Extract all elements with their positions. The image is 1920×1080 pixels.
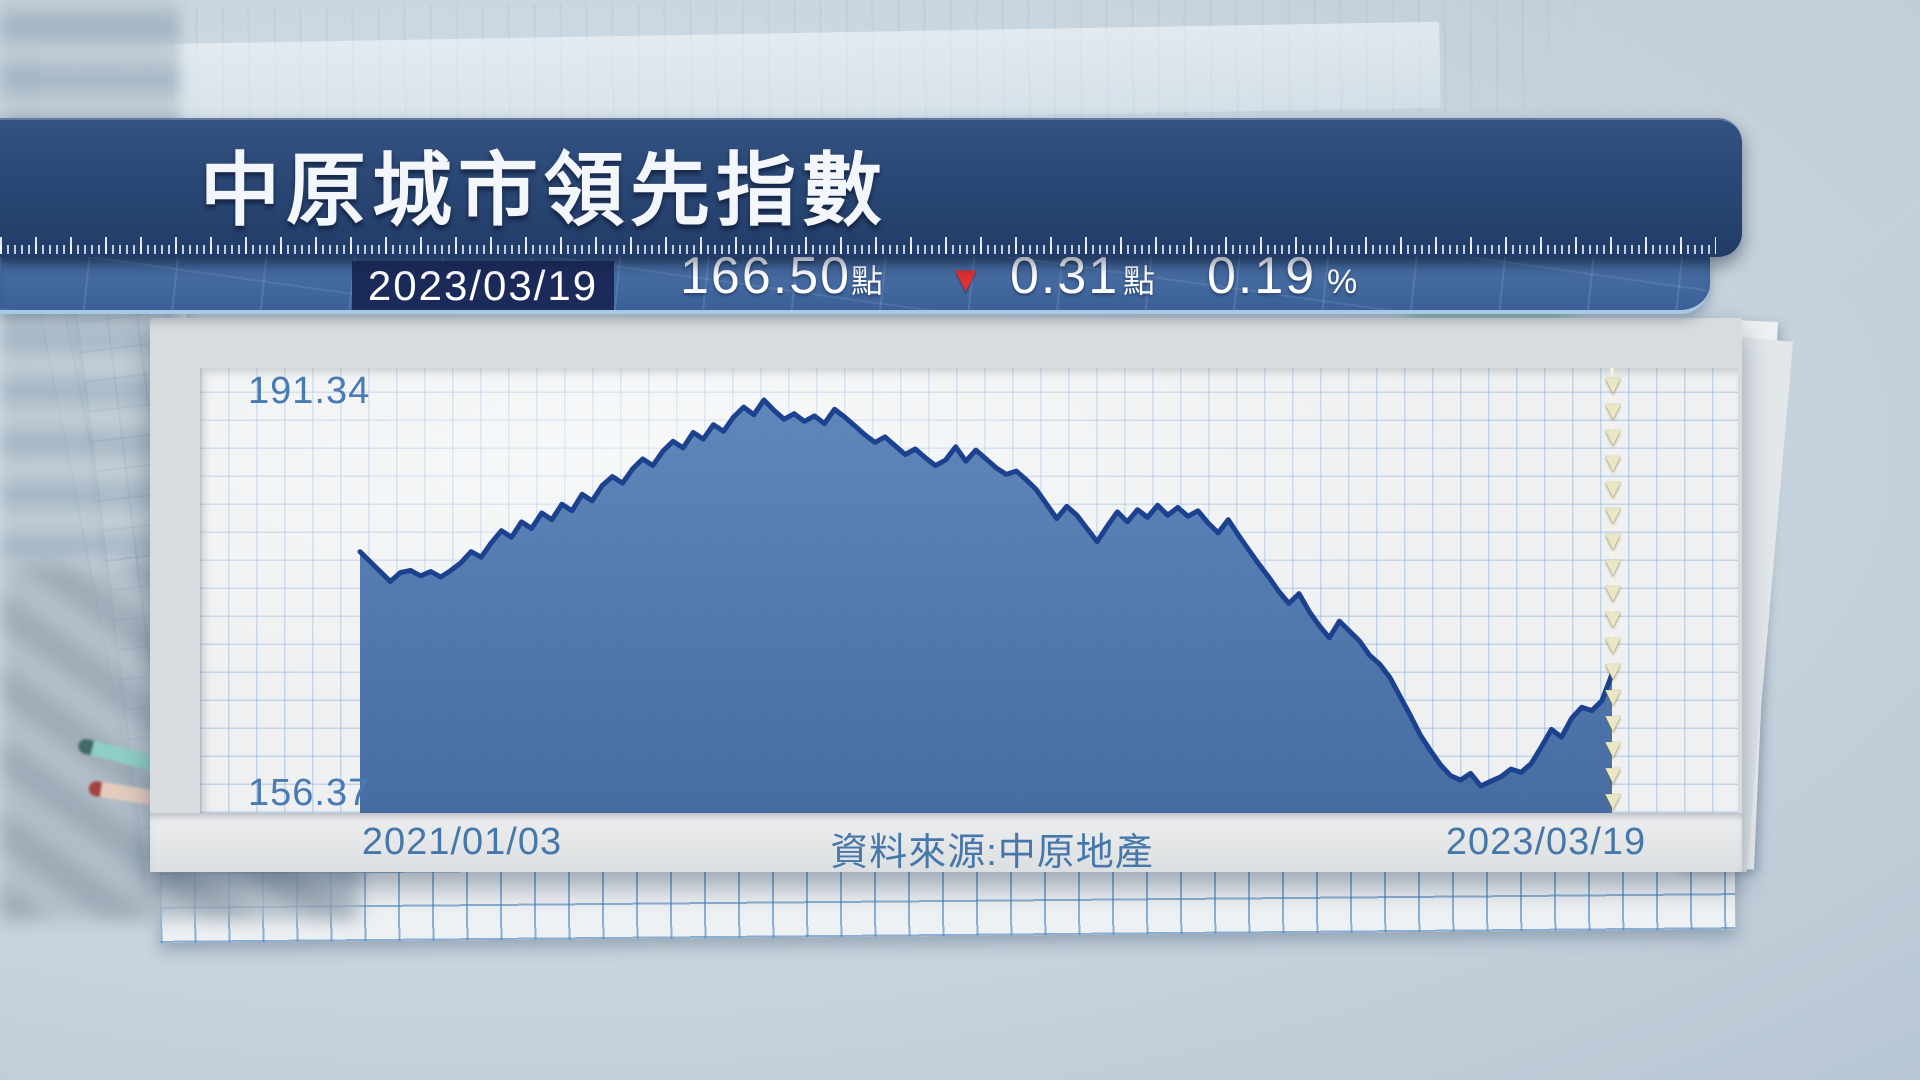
down-arrow-icon: ▼ [1600, 629, 1626, 659]
down-arrow-icon: ▼ [1600, 759, 1626, 789]
down-arrow-icon: ▼ [1600, 577, 1626, 607]
down-arrow-icon: ▼ [1600, 473, 1626, 503]
down-arrow-marker-column: ▼▼▼▼▼▼▼▼▼▼▼▼▼▼▼▼▼▼▼ [1598, 369, 1628, 865]
chart-card: 191.34 156.37 ▼▼▼▼▼▼▼▼▼▼▼▼▼▼▼▼▼▼▼ 2021/0… [150, 318, 1742, 874]
down-arrow-icon: ▼ [1600, 369, 1626, 399]
x-axis-bar: 2021/01/03 資料來源:中原地產 2023/03/19 [150, 813, 1742, 874]
down-arrow-icon: ▼ [1600, 681, 1626, 711]
y-axis-max-label: 191.34 [248, 370, 371, 412]
x-axis-start-date: 2021/01/03 [361, 821, 563, 863]
ruler-tick-strip [0, 237, 1716, 254]
ticker-date-box: 2023/03/19 [352, 261, 614, 310]
title-band: 中原城市領先指數 [0, 118, 1742, 257]
data-source-label: 資料來源:中原地產 [830, 832, 1154, 874]
change-value-unit: 點 [1123, 263, 1156, 299]
down-arrow-icon: ▼ [1600, 785, 1626, 815]
down-arrow-icon: ▼ [1600, 499, 1626, 529]
percent-sign: % [1327, 263, 1358, 301]
x-axis-end-date: 2023/03/19 [1445, 821, 1647, 863]
down-arrow-icon: ▼ [1600, 421, 1626, 451]
down-arrow-icon: ▼ [1600, 655, 1626, 685]
index-line [357, 397, 1615, 789]
down-arrow-icon: ▼ [1600, 733, 1626, 763]
index-area-chart [357, 368, 1615, 813]
chart-plot-area: 191.34 156.37 ▼▼▼▼▼▼▼▼▼▼▼▼▼▼▼▼▼▼▼ [200, 368, 1738, 865]
down-arrow-icon: ▼ [1600, 551, 1626, 581]
ticker-bar: 2023/03/19 166.50 點 ▼ 0.31 點 0.19 % [0, 247, 1710, 314]
down-arrow-icon: ▼ [1600, 447, 1626, 477]
down-arrow-icon: ▼ [1600, 525, 1626, 555]
page-title: 中原城市領先指數 [200, 146, 888, 235]
index-value-unit: 點 [851, 263, 884, 299]
index-area-fill [360, 400, 1612, 813]
ruler-major-ticks [0, 237, 1716, 254]
y-axis-min-label: 156.37 [248, 772, 371, 814]
down-triangle-icon: ▼ [948, 258, 984, 299]
down-arrow-icon: ▼ [1600, 707, 1626, 737]
down-arrow-icon: ▼ [1600, 395, 1626, 425]
down-arrow-icon: ▼ [1600, 603, 1626, 633]
ticker-date: 2023/03/19 [367, 261, 599, 309]
